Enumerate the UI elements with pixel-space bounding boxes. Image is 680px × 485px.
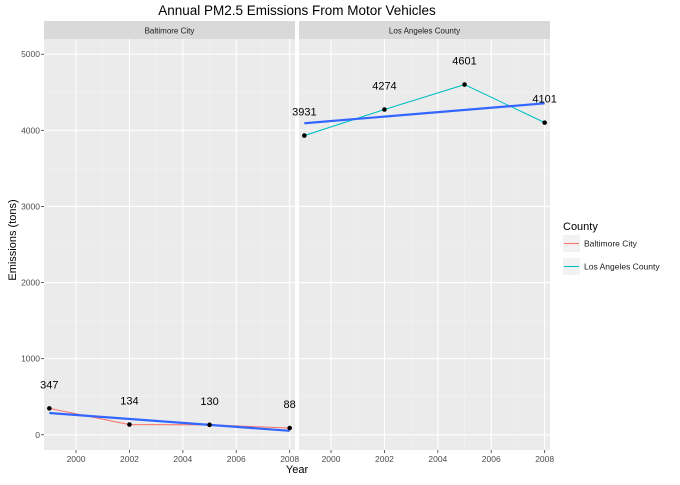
chart-title: Annual PM2.5 Emissions From Motor Vehicl… — [158, 3, 436, 18]
facet-strip — [44, 21, 295, 39]
facet-strip-label: Baltimore City — [145, 27, 195, 36]
y-tick-label: 4000 — [21, 125, 40, 135]
data-point — [302, 133, 307, 138]
data-label: 88 — [284, 399, 296, 411]
data-label: 130 — [200, 396, 218, 408]
x-tick-label: 2004 — [428, 454, 447, 464]
data-point — [127, 422, 132, 427]
data-point — [47, 406, 52, 411]
data-point — [542, 120, 547, 125]
data-label: 4274 — [372, 81, 396, 93]
legend-label: Baltimore City — [584, 239, 638, 249]
facet-panel-baltimore-city: Baltimore City 2000 2002 2004 2006 2008 347 134… — [40, 21, 299, 464]
legend-label: Los Angeles County — [584, 262, 660, 272]
facet-strip-label: Los Angeles County — [389, 27, 460, 36]
facet-panels: 0 1000 2000 3000 4000 5000 Baltimore City 2000 2… — [21, 21, 557, 464]
y-axis-label: Emissions (tons) — [7, 199, 19, 280]
data-label: 4101 — [532, 94, 556, 106]
x-tick-label: 2002 — [375, 454, 394, 464]
data-point — [287, 425, 292, 431]
x-tick-label: 2008 — [280, 454, 299, 464]
x-tick-label: 2004 — [173, 454, 192, 464]
legend-item: Los Angeles County — [563, 258, 660, 275]
data-label: 134 — [120, 396, 138, 408]
x-tick-label: 2006 — [227, 454, 246, 464]
x-tick-label: 2000 — [67, 454, 86, 464]
y-tick-label: 1000 — [21, 354, 40, 364]
x-tick-label: 2002 — [120, 454, 139, 464]
data-label: 347 — [40, 379, 58, 391]
data-label: 3931 — [292, 107, 316, 119]
legend: County Baltimore City Los Angeles County — [563, 221, 660, 275]
y-tick-label: 0 — [35, 430, 40, 440]
x-tick-label: 2006 — [482, 454, 501, 464]
y-tick-label: 3000 — [21, 201, 40, 211]
series-line — [304, 83, 545, 137]
data-point — [462, 82, 467, 87]
data-point — [382, 107, 387, 112]
trend-line — [49, 411, 290, 432]
x-tick-label: 2000 — [322, 454, 341, 464]
trend-line — [304, 102, 545, 125]
y-tick-label: 5000 — [21, 49, 40, 59]
facet-panel-los-angeles-county: Los Angeles County 2000 2002 2004 2006 2008 39… — [292, 21, 557, 464]
legend-items: Baltimore City Los Angeles County — [563, 235, 660, 275]
data-label: 4601 — [452, 56, 476, 68]
y-tick-label: 2000 — [21, 278, 40, 288]
legend-item: Baltimore City — [563, 235, 638, 252]
x-axis-label: Year — [286, 464, 309, 476]
legend-title: County — [563, 221, 598, 233]
data-point — [207, 422, 212, 428]
x-tick-label: 2008 — [535, 454, 554, 464]
facet-strip — [299, 21, 550, 39]
